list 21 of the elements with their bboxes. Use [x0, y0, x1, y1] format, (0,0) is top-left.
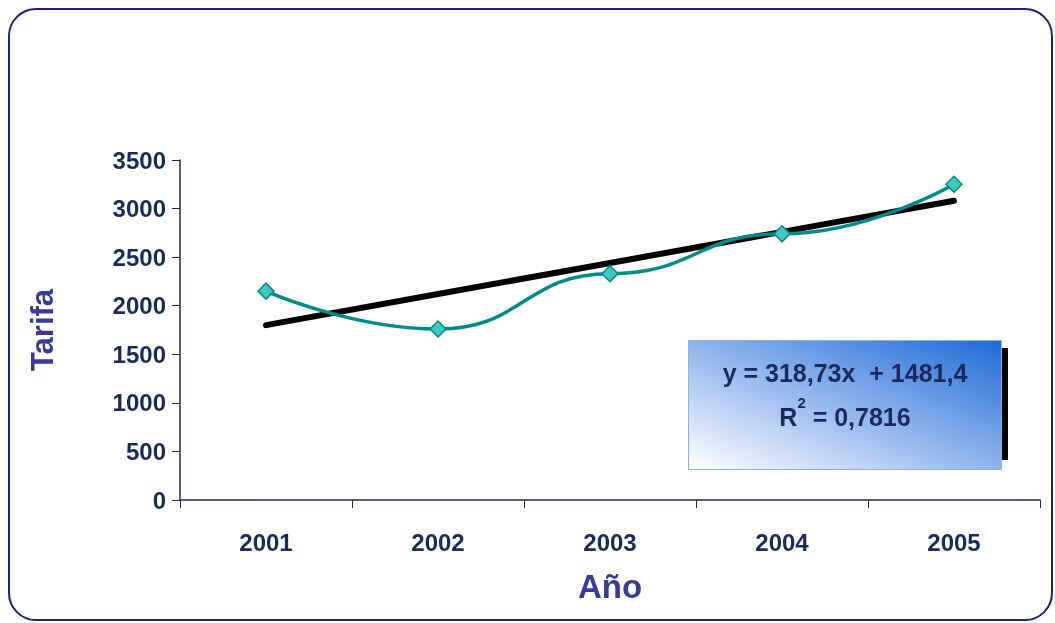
y-tick-label: 3000	[112, 195, 166, 223]
y-tick-label: 2500	[112, 243, 166, 271]
x-tick-label: 2003	[583, 528, 637, 556]
y-tick-label: 0	[152, 486, 166, 514]
annotation: y = 318,73x + 1481,4	[722, 359, 968, 387]
x-tick-label: 2001	[239, 528, 293, 556]
x-axis-title: Año	[577, 568, 643, 605]
point	[257, 282, 275, 300]
y-tick-label: 1500	[112, 340, 166, 368]
point	[601, 264, 619, 283]
point	[773, 225, 791, 243]
y-tick-label: 2000	[112, 292, 166, 320]
y-tick-label: 1000	[112, 389, 166, 417]
x-tick-label: 2004	[755, 528, 810, 556]
point	[429, 320, 447, 338]
y-axis-title: Tarifa	[25, 288, 60, 372]
y-tick-label: 3500	[112, 146, 166, 174]
x-tick-label: 2005	[927, 528, 981, 556]
x-tick-label: 2002	[411, 528, 465, 556]
y-tick-label: 500	[125, 437, 166, 465]
point	[945, 175, 963, 194]
